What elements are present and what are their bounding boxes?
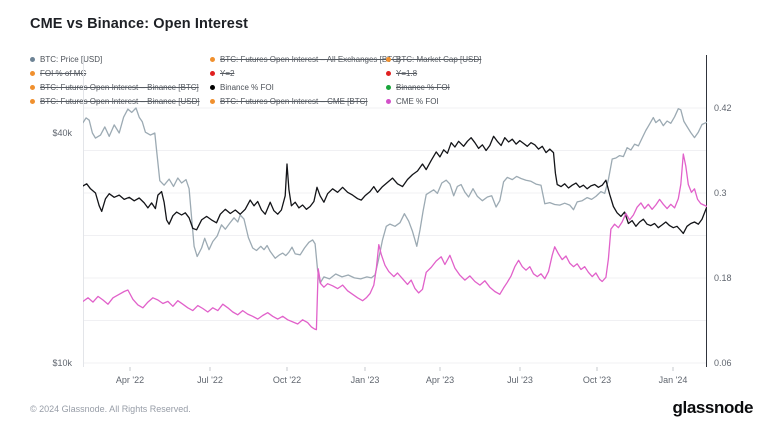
chart-legend: BTC: Price [USD] FOI % of MC BTC: Futures … [30, 52, 740, 108]
x-axis-tick-label: Jan '24 [658, 375, 688, 385]
legend-item-btc-futures-open-interest-all-exchanges-btc[interactable]: BTC: Futures Open Interest – All Exchang… [210, 52, 400, 66]
legend-item-binance-foi[interactable]: Binance % FOI [210, 80, 386, 94]
x-axis-tick-label: Jan '23 [350, 375, 380, 385]
legend-swatch-icon [210, 98, 215, 104]
legend-swatch-icon [30, 70, 35, 76]
left-axis-tick-label: $10k [52, 358, 72, 368]
legend-item-y-1-8[interactable]: Y=1.8 [386, 66, 586, 80]
copyright-text: © 2024 Glassnode. All Rights Reserved. [30, 404, 191, 414]
legend-swatch-icon [30, 56, 35, 62]
legend-item-label: Y=2 [220, 68, 235, 78]
legend-swatch-icon [210, 70, 215, 76]
legend-swatch-icon [386, 98, 391, 104]
legend-item-y-2[interactable]: Y=2 [210, 66, 386, 80]
series-line-cme-foi [83, 153, 707, 331]
x-axis-tick-label: Oct '22 [272, 375, 302, 385]
legend-column-1: BTC: Price [USD] FOI % of MC BTC: Futures … [30, 52, 210, 108]
right-axis-tick-label: 0.3 [714, 188, 727, 198]
legend-item-cme-foi[interactable]: CME % FOI [386, 94, 586, 108]
legend-item-label: BTC: Futures Open Interest – Binance [BT… [40, 82, 199, 92]
series-line-binance-foi [83, 135, 707, 235]
right-axis-tick-label: 0.06 [714, 358, 732, 368]
legend-item-btc-futures-open-interest-binance-btc[interactable]: BTC: Futures Open Interest – Binance [BT… [30, 80, 210, 94]
legend-column-3: BTC: Market Cap [USD] Y=1.8 Binance % FOI C… [386, 52, 586, 108]
legend-item-label: CME % FOI [396, 96, 439, 106]
legend-item-label: BTC: Futures Open Interest – CME [BTC] [220, 96, 368, 106]
left-axis-tick-label: $40k [52, 128, 72, 138]
x-axis-tick-label: Apr '23 [425, 375, 455, 385]
legend-swatch-icon [210, 56, 215, 62]
legend-item-label: BTC: Price [USD] [40, 54, 103, 64]
right-axis-tick-label: 0.18 [714, 273, 732, 283]
legend-item-label: Binance % FOI [220, 82, 274, 92]
chart-plot-area [83, 55, 707, 371]
legend-item-binance-foi[interactable]: Binance % FOI [386, 80, 586, 94]
page-title: CME vs Binance: Open Interest [30, 16, 249, 32]
x-axis-tick-label: Oct '23 [582, 375, 612, 385]
legend-item-btc-price-usd[interactable]: BTC: Price [USD] [30, 52, 210, 66]
legend-item-label: FOI % of MC [40, 68, 87, 78]
legend-column-2: BTC: Futures Open Interest – All Exchang… [210, 52, 400, 108]
legend-item-label: Binance % FOI [396, 82, 450, 92]
legend-item-label: BTC: Futures Open Interest – All Exchang… [220, 54, 401, 64]
legend-swatch-icon [386, 56, 391, 62]
x-axis-tick-label: Jul '22 [197, 375, 223, 385]
legend-item-btc-futures-open-interest-binance-usd[interactable]: BTC: Futures Open Interest – Binance [US… [30, 94, 210, 108]
glassnode-logo: glassnode [672, 398, 754, 417]
legend-swatch-icon [386, 70, 391, 76]
x-axis-tick-label: Apr '22 [115, 375, 145, 385]
legend-item-btc-market-cap-usd[interactable]: BTC: Market Cap [USD] [386, 52, 586, 66]
legend-item-label: Y=1.8 [396, 68, 418, 78]
legend-item-foi-of-mc[interactable]: FOI % of MC [30, 66, 210, 80]
series-line-btc-price-usd [83, 107, 707, 284]
right-axis-tick-label: 0.42 [714, 103, 732, 113]
x-axis-tick-label: Jul '23 [507, 375, 533, 385]
legend-item-label: BTC: Market Cap [USD] [396, 54, 482, 64]
legend-item-btc-futures-open-interest-cme-btc[interactable]: BTC: Futures Open Interest – CME [BTC] [210, 94, 386, 108]
legend-item-label: BTC: Futures Open Interest – Binance [US… [40, 96, 200, 106]
legend-swatch-icon [30, 84, 35, 90]
legend-swatch-icon [30, 98, 35, 104]
legend-swatch-icon [210, 84, 215, 90]
legend-swatch-icon [386, 84, 391, 90]
